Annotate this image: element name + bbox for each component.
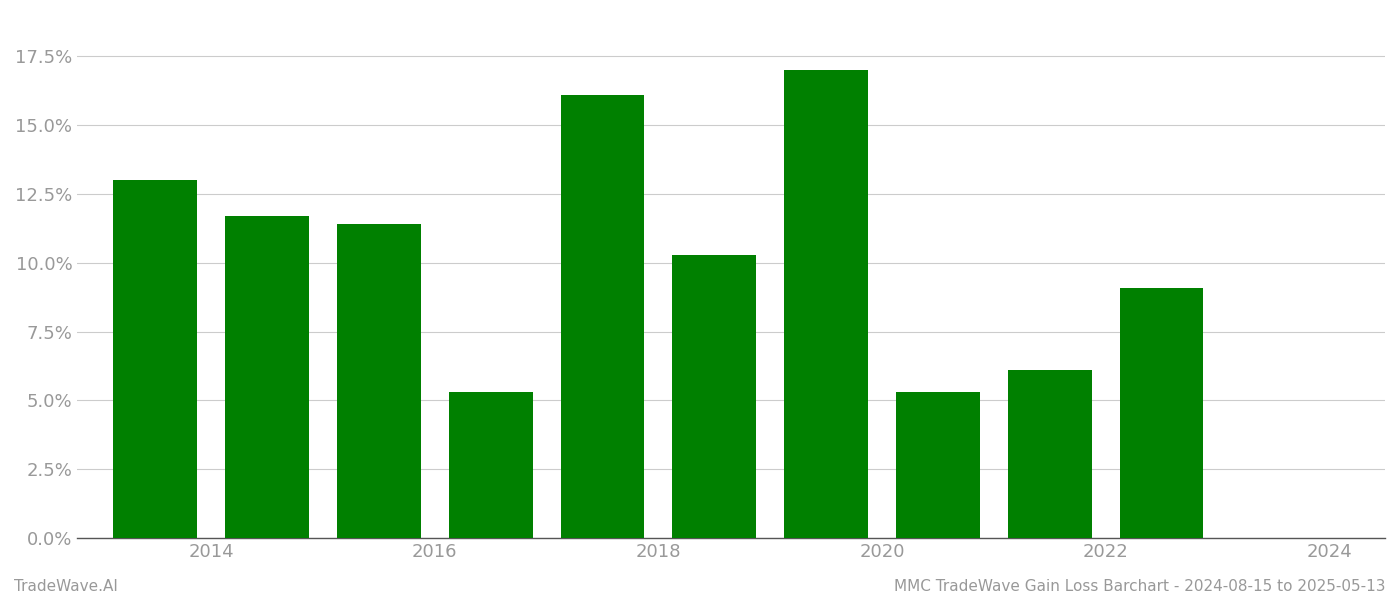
Bar	[225, 216, 309, 538]
Bar	[784, 70, 868, 538]
Text: TradeWave.AI: TradeWave.AI	[14, 579, 118, 594]
Bar	[449, 392, 532, 538]
Bar	[896, 392, 980, 538]
Bar	[1008, 370, 1092, 538]
Bar	[337, 224, 421, 538]
Bar	[113, 180, 197, 538]
Bar	[672, 254, 756, 538]
Bar	[1120, 287, 1204, 538]
Bar	[560, 95, 644, 538]
Text: MMC TradeWave Gain Loss Barchart - 2024-08-15 to 2025-05-13: MMC TradeWave Gain Loss Barchart - 2024-…	[895, 579, 1386, 594]
